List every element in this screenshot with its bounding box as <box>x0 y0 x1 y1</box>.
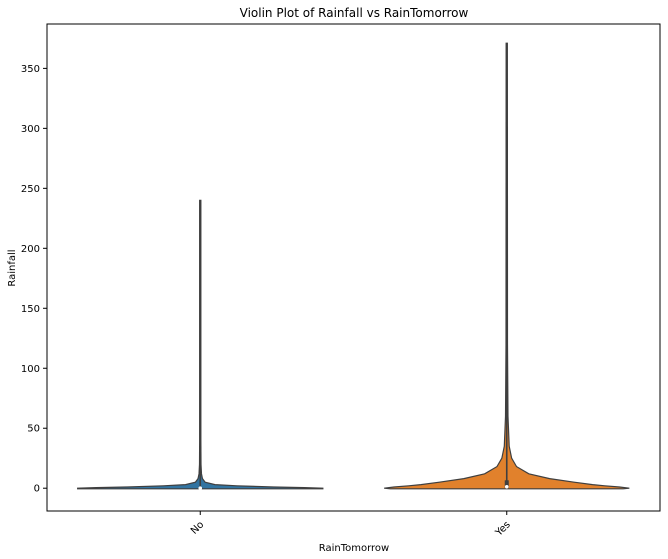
x-axis-title: RainTomorrow <box>319 543 389 554</box>
y-tick-label: 250 <box>21 184 40 195</box>
x-tick-label: Yes <box>493 519 513 539</box>
violins <box>77 42 630 491</box>
x-tick-label: No <box>189 519 206 536</box>
x-axis: No Yes <box>189 511 513 539</box>
y-tick-label: 150 <box>21 304 40 315</box>
y-axis-title: Rainfall <box>7 249 18 286</box>
y-tick-label: 100 <box>21 364 40 375</box>
y-axis: 0 50 100 150 200 250 300 350 <box>21 64 47 495</box>
violin-iqr-box <box>504 480 509 489</box>
violin-median-dot <box>504 484 509 489</box>
y-tick-label: 300 <box>21 124 40 135</box>
y-tick-label: 350 <box>21 64 40 75</box>
chart-title: Violin Plot of Rainfall vs RainTomorrow <box>240 6 469 20</box>
y-tick-label: 200 <box>21 244 40 255</box>
y-tick-label: 50 <box>27 424 40 435</box>
y-tick-label: 0 <box>34 484 40 495</box>
violin-median-dot <box>198 486 203 491</box>
plot-frame <box>46 23 661 512</box>
